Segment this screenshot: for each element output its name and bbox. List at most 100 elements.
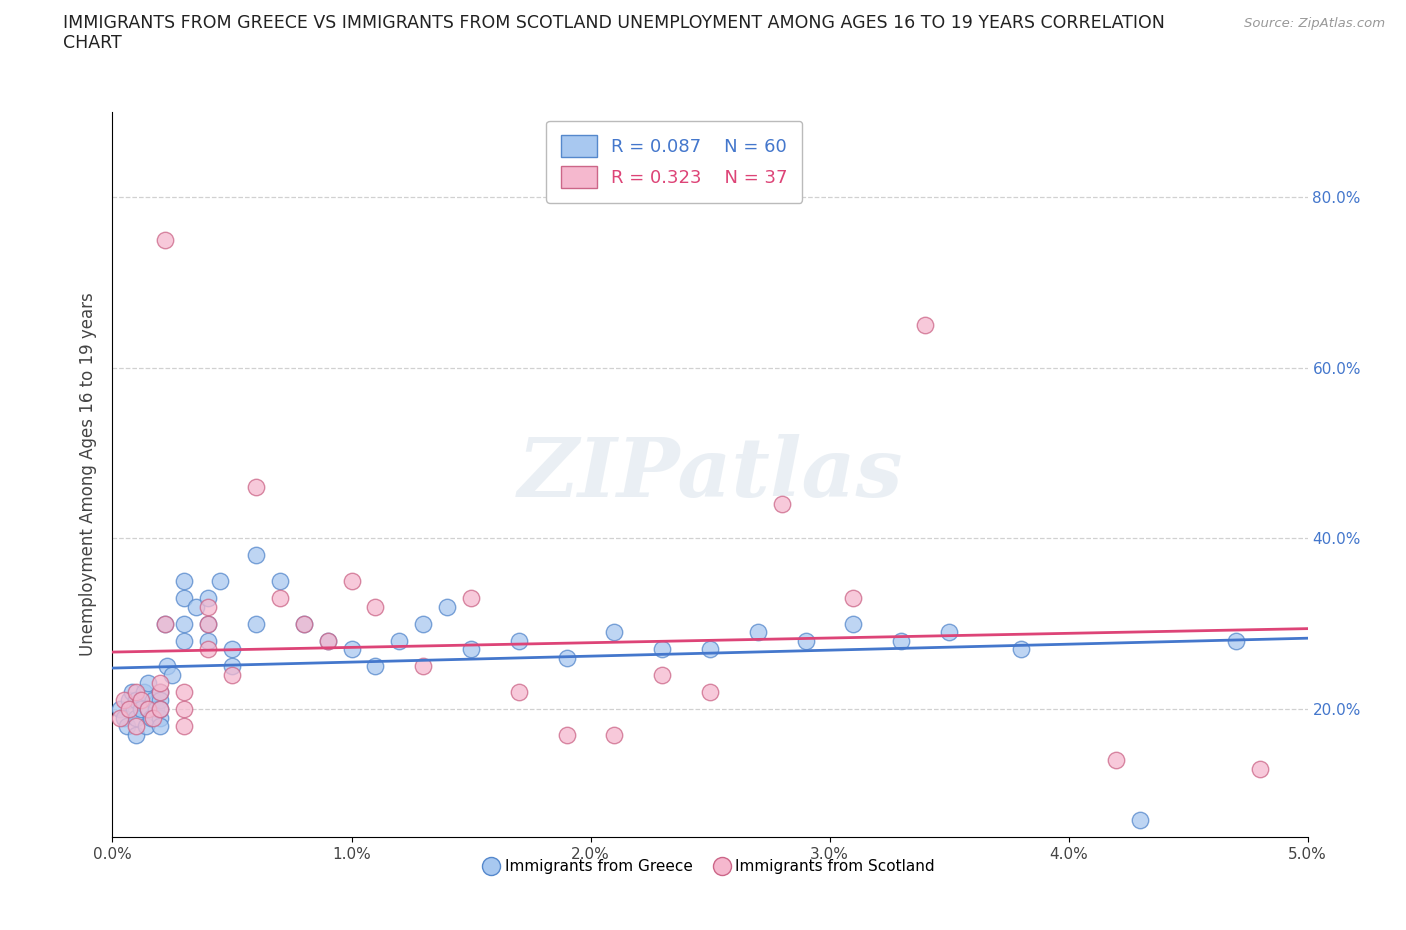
Point [1249,762,1271,777]
Point [135,719,157,734]
Point [292,617,315,631]
Point [173,633,195,648]
Point [245,480,267,495]
Point [149,676,172,691]
Point [114,693,135,708]
Point [138,676,160,691]
Point [129,701,152,716]
Point [340,574,363,589]
Point [149,684,172,699]
Point [364,658,387,673]
Point [173,719,195,734]
Point [245,617,267,631]
Point [122,701,145,716]
Text: CHART: CHART [63,34,122,52]
Point [436,599,458,614]
Point [197,617,219,631]
Y-axis label: Unemployment Among Ages 16 to 19 years: Unemployment Among Ages 16 to 19 years [79,292,97,657]
Point [603,625,626,640]
Point [340,642,363,657]
Point [460,642,482,657]
Text: Source: ZipAtlas.com: Source: ZipAtlas.com [1244,17,1385,30]
Legend: Immigrants from Greece, Immigrants from Scotland: Immigrants from Greece, Immigrants from … [479,853,941,880]
Point [603,727,626,742]
Point [770,497,793,512]
Point [938,625,960,640]
Point [1129,813,1152,828]
Point [138,701,160,716]
Point [153,232,176,247]
Point [149,719,172,734]
Point [142,693,165,708]
Point [118,693,141,708]
Point [173,701,195,716]
Point [149,701,172,716]
Point [842,617,865,631]
Point [245,548,267,563]
Point [914,317,936,332]
Point [555,650,578,665]
Point [269,574,291,589]
Point [508,633,530,648]
Point [460,591,482,605]
Point [121,684,143,699]
Point [125,684,148,699]
Point [699,684,721,699]
Point [125,727,148,742]
Point [197,591,219,605]
Point [162,668,183,683]
Point [316,633,339,648]
Point [145,701,167,716]
Point [173,684,195,699]
Point [186,599,208,614]
Point [197,633,219,648]
Point [209,574,232,589]
Point [508,684,530,699]
Point [149,711,172,725]
Point [142,711,165,725]
Point [173,574,195,589]
Point [138,701,160,716]
Point [125,711,148,725]
Point [747,625,769,640]
Point [699,642,721,657]
Point [364,599,387,614]
Point [197,617,219,631]
Point [221,642,243,657]
Point [221,668,243,683]
Point [139,711,162,725]
Point [115,719,138,734]
Point [842,591,865,605]
Point [316,633,339,648]
Point [221,658,243,673]
Point [153,617,176,631]
Text: ZIPatlas: ZIPatlas [517,434,903,514]
Point [1225,633,1247,648]
Point [890,633,912,648]
Point [173,617,195,631]
Point [153,617,176,631]
Point [412,617,434,631]
Point [114,711,135,725]
Point [555,727,578,742]
Point [412,658,434,673]
Point [149,693,172,708]
Point [149,684,172,699]
Point [388,633,411,648]
Point [197,642,219,657]
Point [292,617,315,631]
Point [1010,642,1032,657]
Point [156,658,179,673]
Point [132,684,155,699]
Point [651,668,673,683]
Point [794,633,817,648]
Point [197,599,219,614]
Point [125,719,148,734]
Point [1105,752,1128,767]
Point [108,711,131,725]
Point [129,693,152,708]
Point [173,591,195,605]
Point [118,701,141,716]
Point [125,693,148,708]
Text: IMMIGRANTS FROM GREECE VS IMMIGRANTS FROM SCOTLAND UNEMPLOYMENT AMONG AGES 16 TO: IMMIGRANTS FROM GREECE VS IMMIGRANTS FRO… [63,14,1166,32]
